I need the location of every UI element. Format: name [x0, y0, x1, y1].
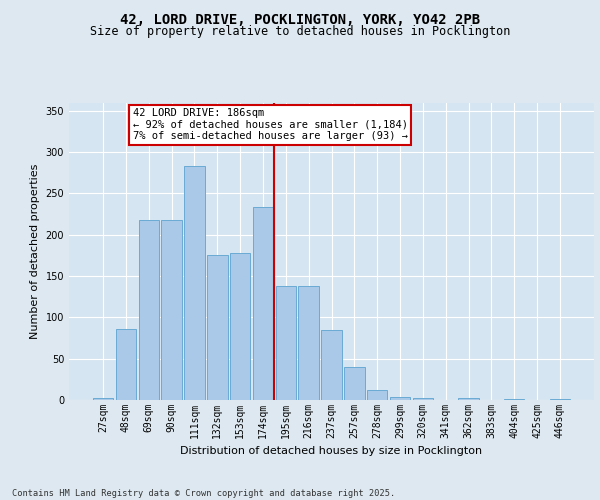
Bar	[504, 399, 524, 400]
Text: 42 LORD DRIVE: 186sqm
← 92% of detached houses are smaller (1,184)
7% of semi-de: 42 LORD DRIVE: 186sqm ← 92% of detached …	[133, 108, 408, 142]
Bar	[139, 220, 159, 400]
Text: Contains HM Land Registry data © Crown copyright and database right 2025.: Contains HM Land Registry data © Crown c…	[12, 488, 395, 498]
Text: 42, LORD DRIVE, POCKLINGTON, YORK, YO42 2PB: 42, LORD DRIVE, POCKLINGTON, YORK, YO42 …	[120, 12, 480, 26]
Bar	[253, 206, 273, 400]
Bar	[93, 398, 113, 400]
Bar	[298, 286, 319, 400]
Bar	[207, 256, 227, 400]
Bar	[321, 330, 342, 400]
Bar	[161, 220, 182, 400]
X-axis label: Distribution of detached houses by size in Pocklington: Distribution of detached houses by size …	[181, 446, 482, 456]
Bar	[390, 396, 410, 400]
Bar	[367, 390, 388, 400]
Bar	[230, 253, 250, 400]
Bar	[550, 399, 570, 400]
Text: Size of property relative to detached houses in Pocklington: Size of property relative to detached ho…	[90, 25, 510, 38]
Y-axis label: Number of detached properties: Number of detached properties	[30, 164, 40, 339]
Bar	[344, 367, 365, 400]
Bar	[275, 286, 296, 400]
Bar	[413, 398, 433, 400]
Bar	[116, 329, 136, 400]
Bar	[184, 166, 205, 400]
Bar	[458, 398, 479, 400]
